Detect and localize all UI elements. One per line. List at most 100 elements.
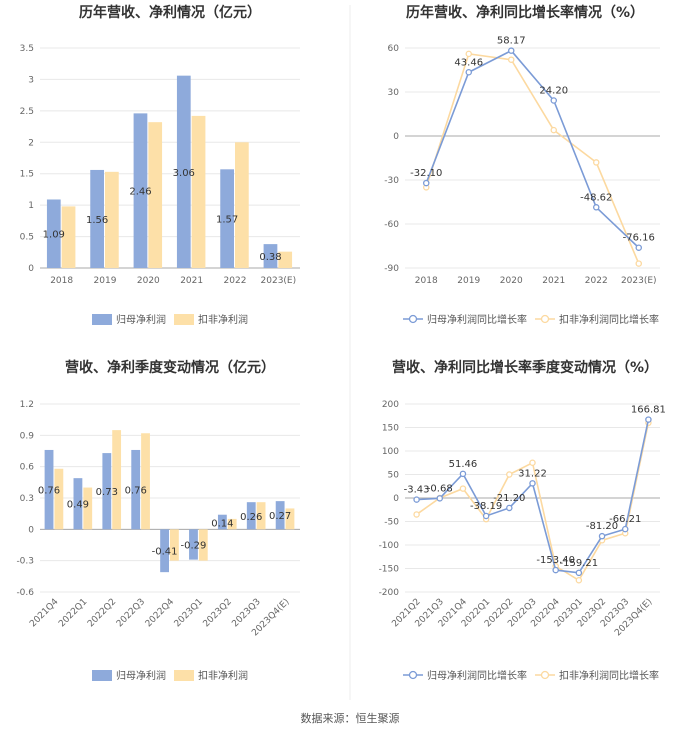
x-tick-label: 2021Q4 (28, 597, 61, 630)
data-point (529, 480, 536, 487)
legend: 归母净利润 扣非净利润 (92, 669, 248, 682)
bar (256, 502, 266, 530)
bar (198, 529, 208, 561)
x-tick-label: 2020 (500, 276, 523, 286)
bar (44, 449, 54, 530)
legend: 归母净利润同比增长率 扣非净利润同比增长率 (403, 313, 659, 326)
legend: 归母净利润 扣非净利润 (92, 313, 248, 326)
legend-marker (408, 670, 418, 680)
bar (54, 468, 64, 530)
data-label: 1.56 (86, 215, 108, 226)
bar (112, 430, 122, 530)
x-tick-label: 2022Q3 (115, 597, 147, 629)
y-tick-label: 50 (388, 471, 400, 481)
data-label: 0.26 (240, 512, 262, 523)
data-point (645, 416, 652, 423)
legend-marker (540, 314, 550, 324)
y-tick-label: 1.2 (20, 400, 34, 410)
data-point (465, 50, 472, 58)
data-label: 43.46 (454, 57, 483, 68)
y-tick-label: 3.5 (20, 44, 34, 54)
chart-title: 营收、净利同比增长率季度变动情况（%） (392, 359, 658, 376)
y-tick-label: 2 (28, 138, 34, 148)
y-tick-label: 200 (382, 400, 399, 410)
data-label: -38.19 (470, 501, 502, 512)
data-label: -0.29 (181, 540, 207, 551)
y-tick-label: 0.3 (20, 494, 34, 504)
data-point (459, 470, 467, 478)
data-label: -48.62 (580, 192, 612, 203)
y-tick-label: -0.3 (16, 557, 34, 567)
legend-label: 归母净利润 (116, 669, 166, 682)
bar (235, 142, 249, 268)
data-label: 0.49 (67, 500, 89, 511)
y-tick-label: -100 (379, 541, 400, 551)
x-tick-label: 2019 (94, 276, 117, 286)
bar (285, 508, 295, 530)
data-label: 58.17 (497, 36, 526, 47)
chart-title: 历年营收、净利同比增长率情况（%） (406, 4, 644, 21)
legend-marker (540, 670, 550, 680)
legend-label: 归母净利润同比增长率 (427, 313, 527, 326)
bar (191, 115, 206, 268)
x-tick-label: 2021 (542, 276, 565, 286)
y-tick-label: -150 (379, 565, 400, 575)
bar (176, 75, 191, 269)
data-point (459, 485, 467, 492)
y-tick-label: 1 (28, 201, 34, 211)
legend-marker (408, 314, 418, 324)
data-label: 1.09 (43, 230, 65, 241)
legend-swatch (92, 670, 112, 681)
data-label: 51.46 (449, 459, 478, 470)
y-tick-label: 60 (388, 44, 400, 54)
y-tick-label: -30 (384, 176, 399, 186)
bar (148, 122, 163, 269)
legend: 归母净利润同比增长率 扣非净利润同比增长率 (403, 669, 659, 682)
source-note: 数据来源：恒生聚源 (301, 711, 400, 725)
data-label: -32.10 (410, 168, 442, 179)
chart-title: 营收、净利季度变动情况（亿元） (65, 359, 275, 376)
data-point (575, 577, 583, 584)
data-label: 2.46 (129, 187, 151, 198)
bar (170, 529, 179, 561)
data-point (593, 204, 600, 211)
chart-panel-3: 营收、净利季度变动情况（亿元） 1.2 0.9 0.6 0.3 0 -0.3 -0.62021… (16, 359, 300, 682)
x-tick-label: 2018 (50, 276, 73, 286)
data-point (482, 512, 490, 520)
legend-label: 扣非净利润 (198, 669, 248, 682)
y-tick-label: 1.5 (20, 170, 34, 180)
data-point (635, 260, 643, 267)
data-point (506, 471, 513, 478)
data-label: 24.20 (539, 86, 568, 97)
x-tick-label: 2021 (180, 276, 203, 286)
data-label: -153.40 (536, 555, 575, 566)
data-label: -0.41 (152, 547, 178, 558)
bar (133, 113, 148, 268)
x-tick-label: 2018 (415, 276, 438, 286)
data-label: 0.73 (96, 487, 118, 498)
x-tick-label: 2023(E) (621, 276, 657, 286)
data-point (413, 496, 420, 503)
legend-swatch (174, 314, 194, 325)
data-point (507, 47, 515, 54)
data-label: -0.68 (427, 483, 453, 494)
bar (83, 487, 93, 530)
data-point (413, 511, 420, 518)
data-point (621, 525, 629, 533)
data-label: 0.76 (125, 486, 147, 497)
x-tick-label: 2022 (585, 276, 608, 286)
bar (131, 449, 141, 530)
chart-panel-1: 历年营收、净利情况（亿元） 0 0.5 1 1.5 2 2.5 3 3.5 2018 2019 202… (20, 4, 300, 326)
data-label: -159.21 (560, 558, 599, 569)
y-tick-label: 0 (28, 525, 34, 535)
x-tick-label: 2023Q1 (173, 597, 205, 629)
data-label: 3.06 (173, 168, 195, 179)
bar (246, 502, 256, 530)
bar (105, 171, 119, 268)
legend-swatch (92, 314, 112, 325)
bar (141, 433, 150, 530)
series-line (416, 419, 650, 574)
bar (220, 169, 234, 268)
x-tick-label: 2022 (224, 276, 247, 286)
